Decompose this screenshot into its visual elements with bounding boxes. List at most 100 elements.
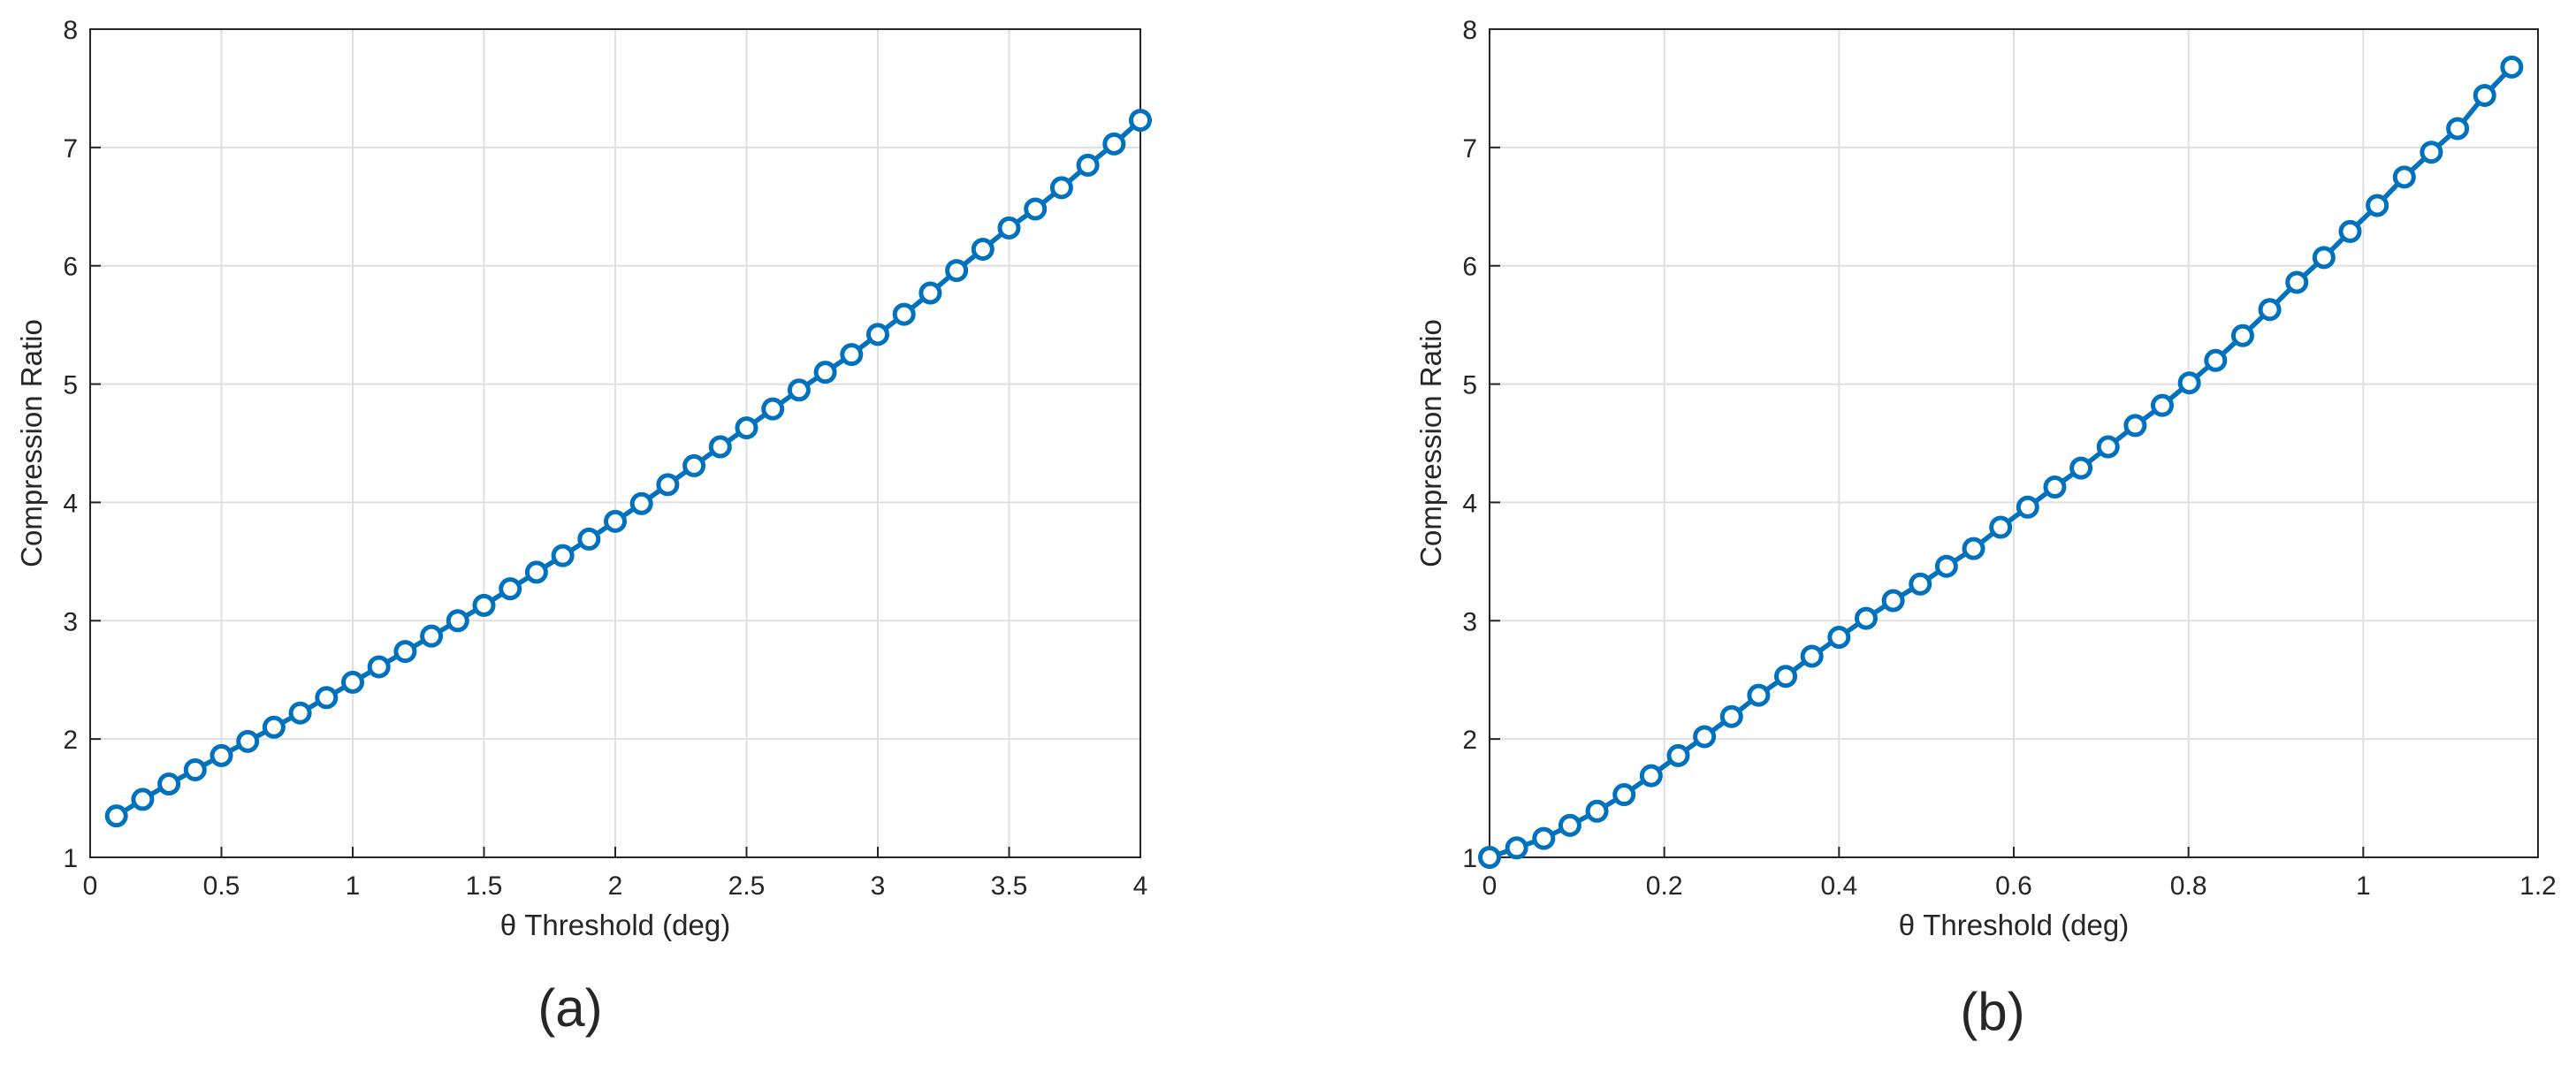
data-marker	[1505, 836, 1528, 860]
data-marker	[367, 655, 391, 679]
x-tick-label: 1	[2356, 871, 2371, 901]
data-marker	[1881, 589, 1905, 613]
data-marker	[840, 343, 864, 367]
x-axis-label: θ Threshold (deg)	[500, 909, 730, 941]
data-marker	[1558, 813, 1581, 837]
data-marker	[420, 624, 444, 648]
data-marker	[2177, 371, 2201, 395]
y-tick-label: 4	[1462, 489, 1477, 518]
data-marker	[1962, 536, 1985, 560]
data-marker	[288, 701, 312, 725]
data-marker	[131, 788, 155, 811]
data-marker	[813, 361, 837, 384]
y-tick-label: 7	[63, 134, 78, 164]
data-marker	[1049, 176, 1073, 200]
y-tick-label: 8	[1462, 16, 1477, 45]
x-tick-label: 3	[871, 871, 886, 901]
data-marker	[2043, 476, 2067, 499]
data-marker	[446, 609, 469, 633]
data-marker	[2151, 393, 2175, 417]
data-marker	[2230, 323, 2254, 347]
data-marker	[2069, 456, 2093, 480]
x-axis-label: θ Threshold (deg)	[1899, 909, 2129, 941]
x-tick-label: 1.5	[466, 871, 503, 901]
data-marker	[2123, 414, 2147, 438]
plot-box	[89, 28, 1141, 858]
data-marker	[1909, 572, 1932, 596]
y-tick-label: 6	[63, 253, 78, 282]
data-marker	[761, 397, 785, 421]
data-marker	[104, 804, 128, 828]
data-marker	[2366, 194, 2389, 217]
data-marker	[210, 743, 233, 767]
data-marker	[708, 435, 732, 459]
data-marker	[2500, 55, 2524, 79]
data-marker	[315, 686, 339, 710]
data-marker	[604, 509, 627, 533]
data-line	[115, 118, 1142, 818]
data-marker	[918, 281, 942, 305]
x-tick-label: 2.5	[728, 871, 766, 901]
y-tick-label: 5	[1462, 371, 1477, 400]
data-marker	[1129, 109, 1152, 133]
data-marker	[472, 593, 496, 617]
data-marker	[1934, 554, 1958, 578]
data-marker	[2392, 165, 2416, 189]
data-marker	[1532, 826, 1556, 850]
data-marker	[577, 527, 601, 551]
y-tick-label: 7	[1462, 134, 1477, 164]
y-tick-label: 4	[63, 489, 78, 518]
x-tick-label: 3.5	[991, 871, 1028, 901]
y-tick-label: 8	[63, 16, 78, 45]
data-marker	[1693, 725, 1717, 749]
data-marker	[551, 544, 575, 567]
y-axis-label: Compression Ratio	[15, 319, 48, 567]
x-tick-label: 2	[608, 871, 623, 901]
data-marker	[1585, 799, 1609, 823]
x-tick-label: 0.8	[2170, 871, 2207, 901]
data-marker	[1102, 132, 1126, 156]
data-marker	[2312, 246, 2336, 270]
data-marker	[629, 491, 653, 515]
data-marker	[1612, 783, 1636, 807]
data-marker	[2285, 270, 2309, 294]
data-marker	[1854, 606, 1878, 630]
data-marker	[2204, 348, 2228, 372]
data-marker	[2338, 219, 2362, 243]
data-marker	[1827, 626, 1851, 650]
data-marker	[1747, 683, 1771, 707]
data-marker	[2446, 117, 2470, 141]
data-marker	[2473, 83, 2496, 107]
panel-label: (b)	[1960, 982, 2024, 1041]
x-tick-label: 0	[1482, 871, 1498, 901]
y-tick-label: 5	[63, 371, 78, 400]
x-tick-label: 0.2	[1646, 871, 1683, 901]
x-tick-label: 0.6	[1995, 871, 2032, 901]
x-tick-label: 0	[83, 871, 98, 901]
y-tick-label: 1	[63, 844, 78, 873]
data-marker	[183, 757, 207, 781]
data-marker	[1076, 153, 1100, 177]
x-tick-label: 1	[346, 871, 361, 901]
panel-label: (a)	[537, 978, 602, 1038]
data-marker	[236, 729, 260, 753]
x-tick-label: 4	[1133, 871, 1148, 901]
data-marker	[393, 640, 417, 664]
data-marker	[1989, 515, 2013, 539]
data-marker	[2420, 141, 2443, 164]
x-tick-label: 0.4	[1820, 871, 1857, 901]
data-marker	[1639, 764, 1663, 788]
data-marker	[682, 453, 706, 477]
data-marker	[2096, 435, 2120, 459]
data-marker	[499, 577, 522, 601]
data-marker	[1024, 197, 1048, 221]
y-tick-label: 6	[1462, 253, 1477, 282]
data-marker	[2258, 298, 2282, 322]
x-tick-label: 0.5	[203, 871, 240, 901]
data-marker	[1666, 743, 1690, 767]
y-tick-label: 1	[1462, 844, 1477, 873]
data-marker	[157, 772, 181, 796]
data-marker	[1478, 846, 1501, 869]
data-marker	[656, 473, 680, 497]
